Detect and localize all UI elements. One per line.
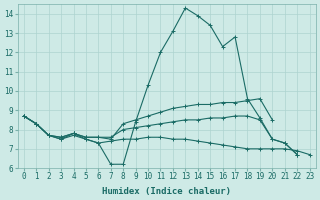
X-axis label: Humidex (Indice chaleur): Humidex (Indice chaleur) [102,187,231,196]
